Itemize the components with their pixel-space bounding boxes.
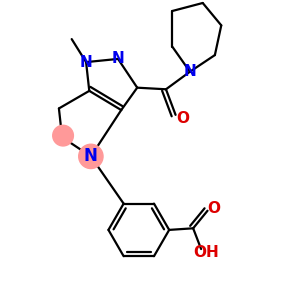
Text: O: O: [207, 201, 220, 216]
Text: N: N: [184, 64, 196, 79]
Text: O: O: [176, 111, 189, 126]
Circle shape: [53, 125, 74, 146]
Circle shape: [79, 144, 103, 169]
Text: N: N: [84, 147, 98, 165]
Text: N: N: [80, 55, 92, 70]
Text: OH: OH: [193, 245, 219, 260]
Text: N: N: [112, 51, 124, 66]
